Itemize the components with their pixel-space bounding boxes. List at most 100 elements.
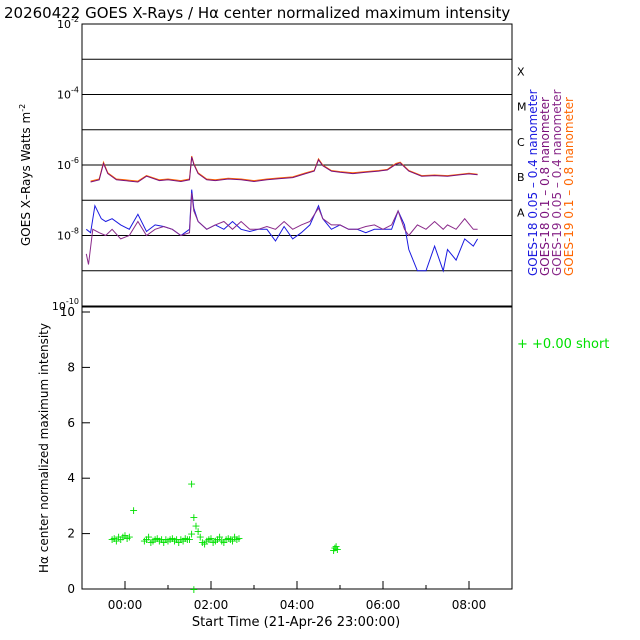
ha-data-point: +	[228, 535, 237, 548]
ha-data-point: +	[146, 536, 155, 549]
flare-class-labels: X M C B A	[517, 65, 527, 219]
flare-class-label: M	[517, 101, 527, 114]
ha-data-point: +	[163, 535, 172, 548]
ha-data-point: +	[330, 541, 339, 554]
flare-class-label: X	[517, 65, 525, 78]
xray-ytick-label: 10-6	[57, 156, 79, 172]
ha-data-point: +	[157, 533, 166, 546]
flare-class-label: C	[517, 136, 525, 149]
ha-data-point: +	[213, 533, 222, 546]
ha-data-point: +	[230, 530, 239, 543]
ha-yaxis-label: Hα center normalized maximum intensity	[37, 323, 51, 573]
ha-data-point: +	[140, 535, 149, 548]
ha-data-point: +	[144, 530, 153, 543]
ha-ytick-label: 0	[67, 582, 75, 596]
xray-legend-item: GOES-18 0.1 – 0.8 nanometer	[538, 97, 552, 276]
ha-data-point: +	[166, 533, 175, 546]
ha-data-point: +	[123, 532, 132, 545]
ha-data-point: +	[211, 535, 220, 548]
ha-xtick-label: 02:00	[194, 598, 229, 612]
ha-xaxis-ticks: 00:00 02:00 04:00 06:00 08:00	[81, 581, 513, 612]
ha-xtick-label: 06:00	[366, 598, 401, 612]
ha-data-point: +	[221, 533, 230, 546]
ha-data-point: +	[329, 544, 338, 557]
ha-data-point: +	[112, 535, 121, 548]
ha-data-point: +	[178, 535, 187, 548]
ha-data-point: +	[114, 530, 123, 543]
ha-data-point: +	[181, 532, 190, 545]
ha-data-point: +	[155, 535, 164, 548]
ha-ytick-label: 6	[67, 416, 75, 430]
ha-data-point: +	[189, 511, 198, 524]
ha-data-point: +	[234, 532, 243, 545]
ha-data-point: +	[118, 530, 127, 543]
xray-yaxis-ticks: 10-2 10-4 10-6 10-8 10-10	[52, 15, 90, 313]
ha-data-point: +	[170, 535, 179, 548]
ha-data-point: +	[198, 536, 207, 549]
ha-data-point: +	[150, 533, 159, 546]
xray-panel: 10-2 10-4 10-6 10-8 10-10 X M C B A GOES-18 0.05…	[18, 15, 576, 313]
ha-data-point: +	[200, 537, 209, 550]
xray-ytick-label: 10-8	[57, 227, 79, 243]
ha-data-point: +	[148, 535, 157, 548]
xray-yaxis-label-text: GOES X–Rays Watts m	[19, 112, 33, 246]
ha-data-point: +	[202, 535, 211, 548]
ha-data-point: +	[168, 532, 177, 545]
ha-data-point: +	[226, 533, 235, 546]
xray-flare-gridlines	[82, 58, 512, 272]
ha-ytick-label: 2	[67, 527, 75, 541]
ha-xaxis-label: Start Time (21-Apr-26 23:00:00)	[192, 615, 400, 630]
xray-series-line	[90, 156, 478, 183]
ha-data-point: +	[176, 533, 185, 546]
ha-data-point: +	[215, 530, 224, 543]
xray-ytick-label: 10-10	[52, 297, 79, 313]
xray-ytick-label: 10-2	[57, 15, 79, 31]
ha-data-point: +	[129, 504, 138, 517]
ha-data-point: +	[120, 529, 129, 542]
ha-data-point: +	[116, 533, 125, 546]
xray-series-lines	[85, 155, 479, 273]
ha-xtick-label: 00:00	[108, 598, 143, 612]
ha-xtick-label: 04:00	[280, 598, 315, 612]
ha-xtick-label: 08:00	[452, 598, 487, 612]
ha-data-point: +	[232, 533, 241, 546]
ha-data-point: +	[187, 478, 196, 491]
ha-data-point: +	[187, 528, 196, 541]
ha-data-point: +	[204, 533, 213, 546]
ha-data-point: +	[125, 530, 134, 543]
ha-data-point: +	[185, 533, 194, 546]
ha-data-point: +	[219, 536, 228, 549]
ha-scatter-points: ++++++++++++++++++++++++++++++++++++++++…	[107, 478, 342, 596]
ha-data-point: +	[142, 533, 151, 546]
ha-data-point: +	[159, 536, 168, 549]
xray-legend-item: GOES-18 0.05 – 0.4 nanometer	[526, 89, 540, 276]
ha-data-point: +	[193, 525, 202, 538]
ha-data-point: +	[183, 533, 192, 546]
ha-data-point: +	[333, 543, 342, 556]
xray-ytick-label: 10-4	[57, 86, 79, 102]
xray-legend-item: GOES-19 0.05 – 0.4 nanometer	[550, 89, 564, 276]
ha-data-point: +	[172, 533, 181, 546]
ha-data-point: +	[161, 533, 170, 546]
ha-data-point: +	[332, 540, 341, 553]
xray-legend-item: GOES-19 0.1 – 0.8 nanometer	[562, 97, 576, 276]
xray-series-line	[85, 189, 479, 273]
flare-class-label: A	[517, 206, 525, 219]
ha-data-point: +	[107, 533, 116, 546]
ha-data-point: +	[209, 536, 218, 549]
ha-data-point: +	[174, 536, 183, 549]
flare-class-label: B	[517, 171, 525, 184]
chart-title: 20260422 GOES X-Rays / Hα center normali…	[4, 4, 510, 22]
ha-data-point: +	[110, 532, 119, 545]
ha-data-point: +	[196, 530, 205, 543]
xray-yaxis-label: GOES X–Rays Watts m-2	[18, 104, 33, 246]
ha-data-point: +	[224, 532, 233, 545]
ha-data-point: +	[206, 532, 215, 545]
ha-data-point: +	[191, 519, 200, 532]
ha-data-point: +	[217, 535, 226, 548]
ha-ytick-label: 8	[67, 360, 75, 374]
ha-yaxis-ticks: 0 2 4 6 8 10	[60, 305, 90, 596]
